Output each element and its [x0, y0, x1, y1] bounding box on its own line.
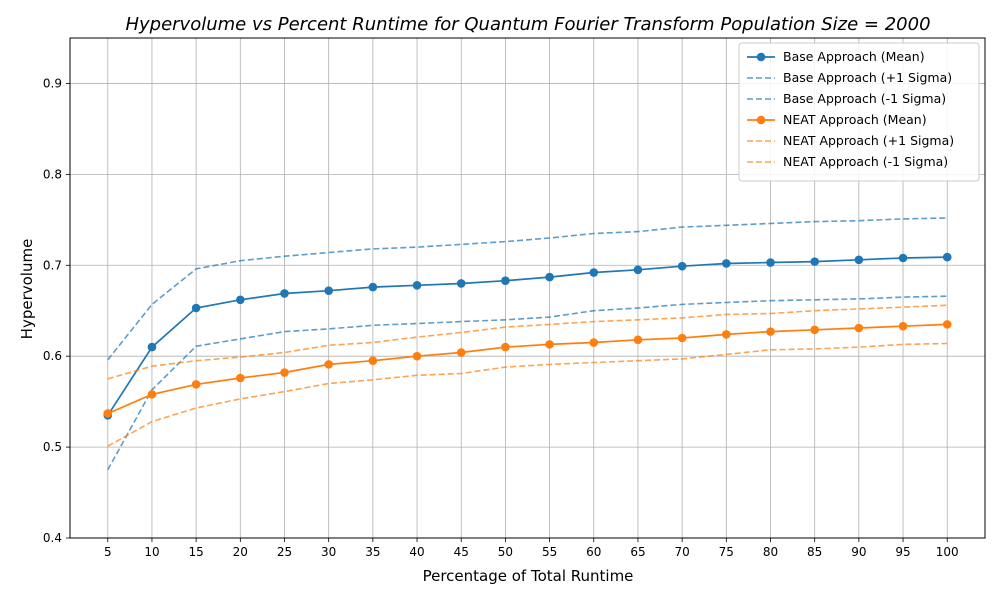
- x-tick-label: 35: [365, 545, 380, 559]
- x-tick-label: 45: [454, 545, 469, 559]
- data-point: [412, 351, 422, 361]
- series-line: [107, 295, 948, 471]
- x-axis-label: Percentage of Total Runtime: [423, 567, 634, 585]
- x-tick-label: 65: [630, 545, 645, 559]
- plot-frame: [69, 37, 986, 539]
- legend: Base Approach (Mean) Base Approach (+1 Si…: [738, 42, 980, 182]
- x-axis-ticks: 5 10 15 20 25 30 35 40 45 50 55 60 65 70 75 80 85 90 95 100: [104, 538, 959, 559]
- data-point: [810, 257, 819, 266]
- data-point: [898, 253, 908, 263]
- data-point: [501, 342, 510, 352]
- data-point: [147, 390, 157, 399]
- x-tick-label: 15: [188, 545, 203, 559]
- y-tick-label: 0.6: [43, 349, 62, 363]
- data-point: [677, 333, 687, 343]
- x-tick-label: 75: [719, 545, 734, 559]
- legend-entry: Base Approach (Mean): [783, 49, 925, 64]
- data-point: [545, 272, 554, 282]
- legend-entry: Base Approach (+1 Sigma): [783, 70, 952, 85]
- data-point: [236, 295, 245, 305]
- legend-entry: NEAT Approach (Mean): [783, 112, 927, 127]
- data-point: [501, 276, 510, 286]
- y-tick-label: 0.5: [43, 440, 62, 454]
- x-tick-label: 40: [409, 545, 424, 559]
- series-line: [107, 304, 948, 380]
- data-point: [633, 265, 643, 275]
- x-tick-label: 70: [674, 545, 689, 559]
- x-tick-label: 10: [144, 545, 159, 559]
- x-tick-label: 90: [851, 545, 866, 559]
- data-point: [191, 303, 201, 313]
- x-tick-label: 100: [936, 545, 959, 559]
- series-line: [107, 256, 948, 416]
- data-point: [633, 335, 643, 345]
- data-point: [898, 321, 908, 331]
- data-point: [236, 373, 245, 383]
- y-tick-label: 0.8: [43, 167, 62, 181]
- x-tick-label: 85: [807, 545, 822, 559]
- data-point: [324, 286, 333, 296]
- x-tick-label: 60: [586, 545, 601, 559]
- data-point: [412, 280, 422, 290]
- y-tick-label: 0.9: [43, 76, 62, 90]
- y-tick-label: 0.7: [43, 258, 62, 272]
- data-point: [368, 356, 378, 366]
- x-tick-label: 30: [321, 545, 336, 559]
- series-line: [107, 323, 948, 415]
- data-point: [722, 330, 731, 339]
- data-point: [368, 282, 378, 292]
- data-point: [280, 368, 289, 377]
- y-axis-label: Hypervolume: [18, 239, 36, 340]
- y-tick-label: 0.4: [43, 531, 62, 545]
- x-tick-label: 50: [498, 545, 513, 559]
- data-point: [854, 255, 864, 265]
- x-tick-label: 20: [233, 545, 248, 559]
- series-line: [107, 342, 948, 447]
- data-point: [103, 409, 113, 418]
- legend-marker: [756, 115, 766, 125]
- data-point: [545, 340, 554, 349]
- data-point: [280, 289, 289, 298]
- x-tick-label: 95: [895, 545, 910, 559]
- data-point: [147, 342, 157, 352]
- data-point: [766, 258, 775, 267]
- x-tick-label: 55: [542, 545, 557, 559]
- y-axis-ticks: 0.4 0.5 0.6 0.7 0.8 0.9: [43, 76, 70, 545]
- data-point: [722, 259, 731, 268]
- x-tick-label: 25: [277, 545, 292, 559]
- legend-box: [738, 42, 980, 182]
- chart-title: Hypervolume vs Percent Runtime for Quant…: [125, 14, 930, 35]
- data-point: [456, 279, 466, 288]
- data-point: [810, 325, 819, 335]
- legend-entry: NEAT Approach (-1 Sigma): [783, 154, 948, 169]
- legend-marker: [756, 52, 766, 62]
- series-line: [107, 217, 948, 361]
- legend-entry: NEAT Approach (+1 Sigma): [783, 133, 954, 148]
- data-point: [589, 338, 599, 347]
- data-point: [854, 323, 864, 333]
- data-point: [191, 380, 201, 389]
- data-point: [324, 360, 333, 369]
- legend-entry: Base Approach (-1 Sigma): [783, 91, 946, 106]
- grid-lines: [70, 38, 985, 539]
- data-point: [766, 327, 775, 336]
- data-point: [677, 261, 687, 271]
- data-point: [456, 348, 466, 357]
- data-point: [589, 268, 599, 277]
- x-tick-label: 80: [763, 545, 778, 559]
- x-tick-label: 5: [104, 545, 112, 559]
- series-layer: [103, 217, 952, 471]
- data-point: [942, 320, 952, 329]
- data-point: [942, 252, 952, 262]
